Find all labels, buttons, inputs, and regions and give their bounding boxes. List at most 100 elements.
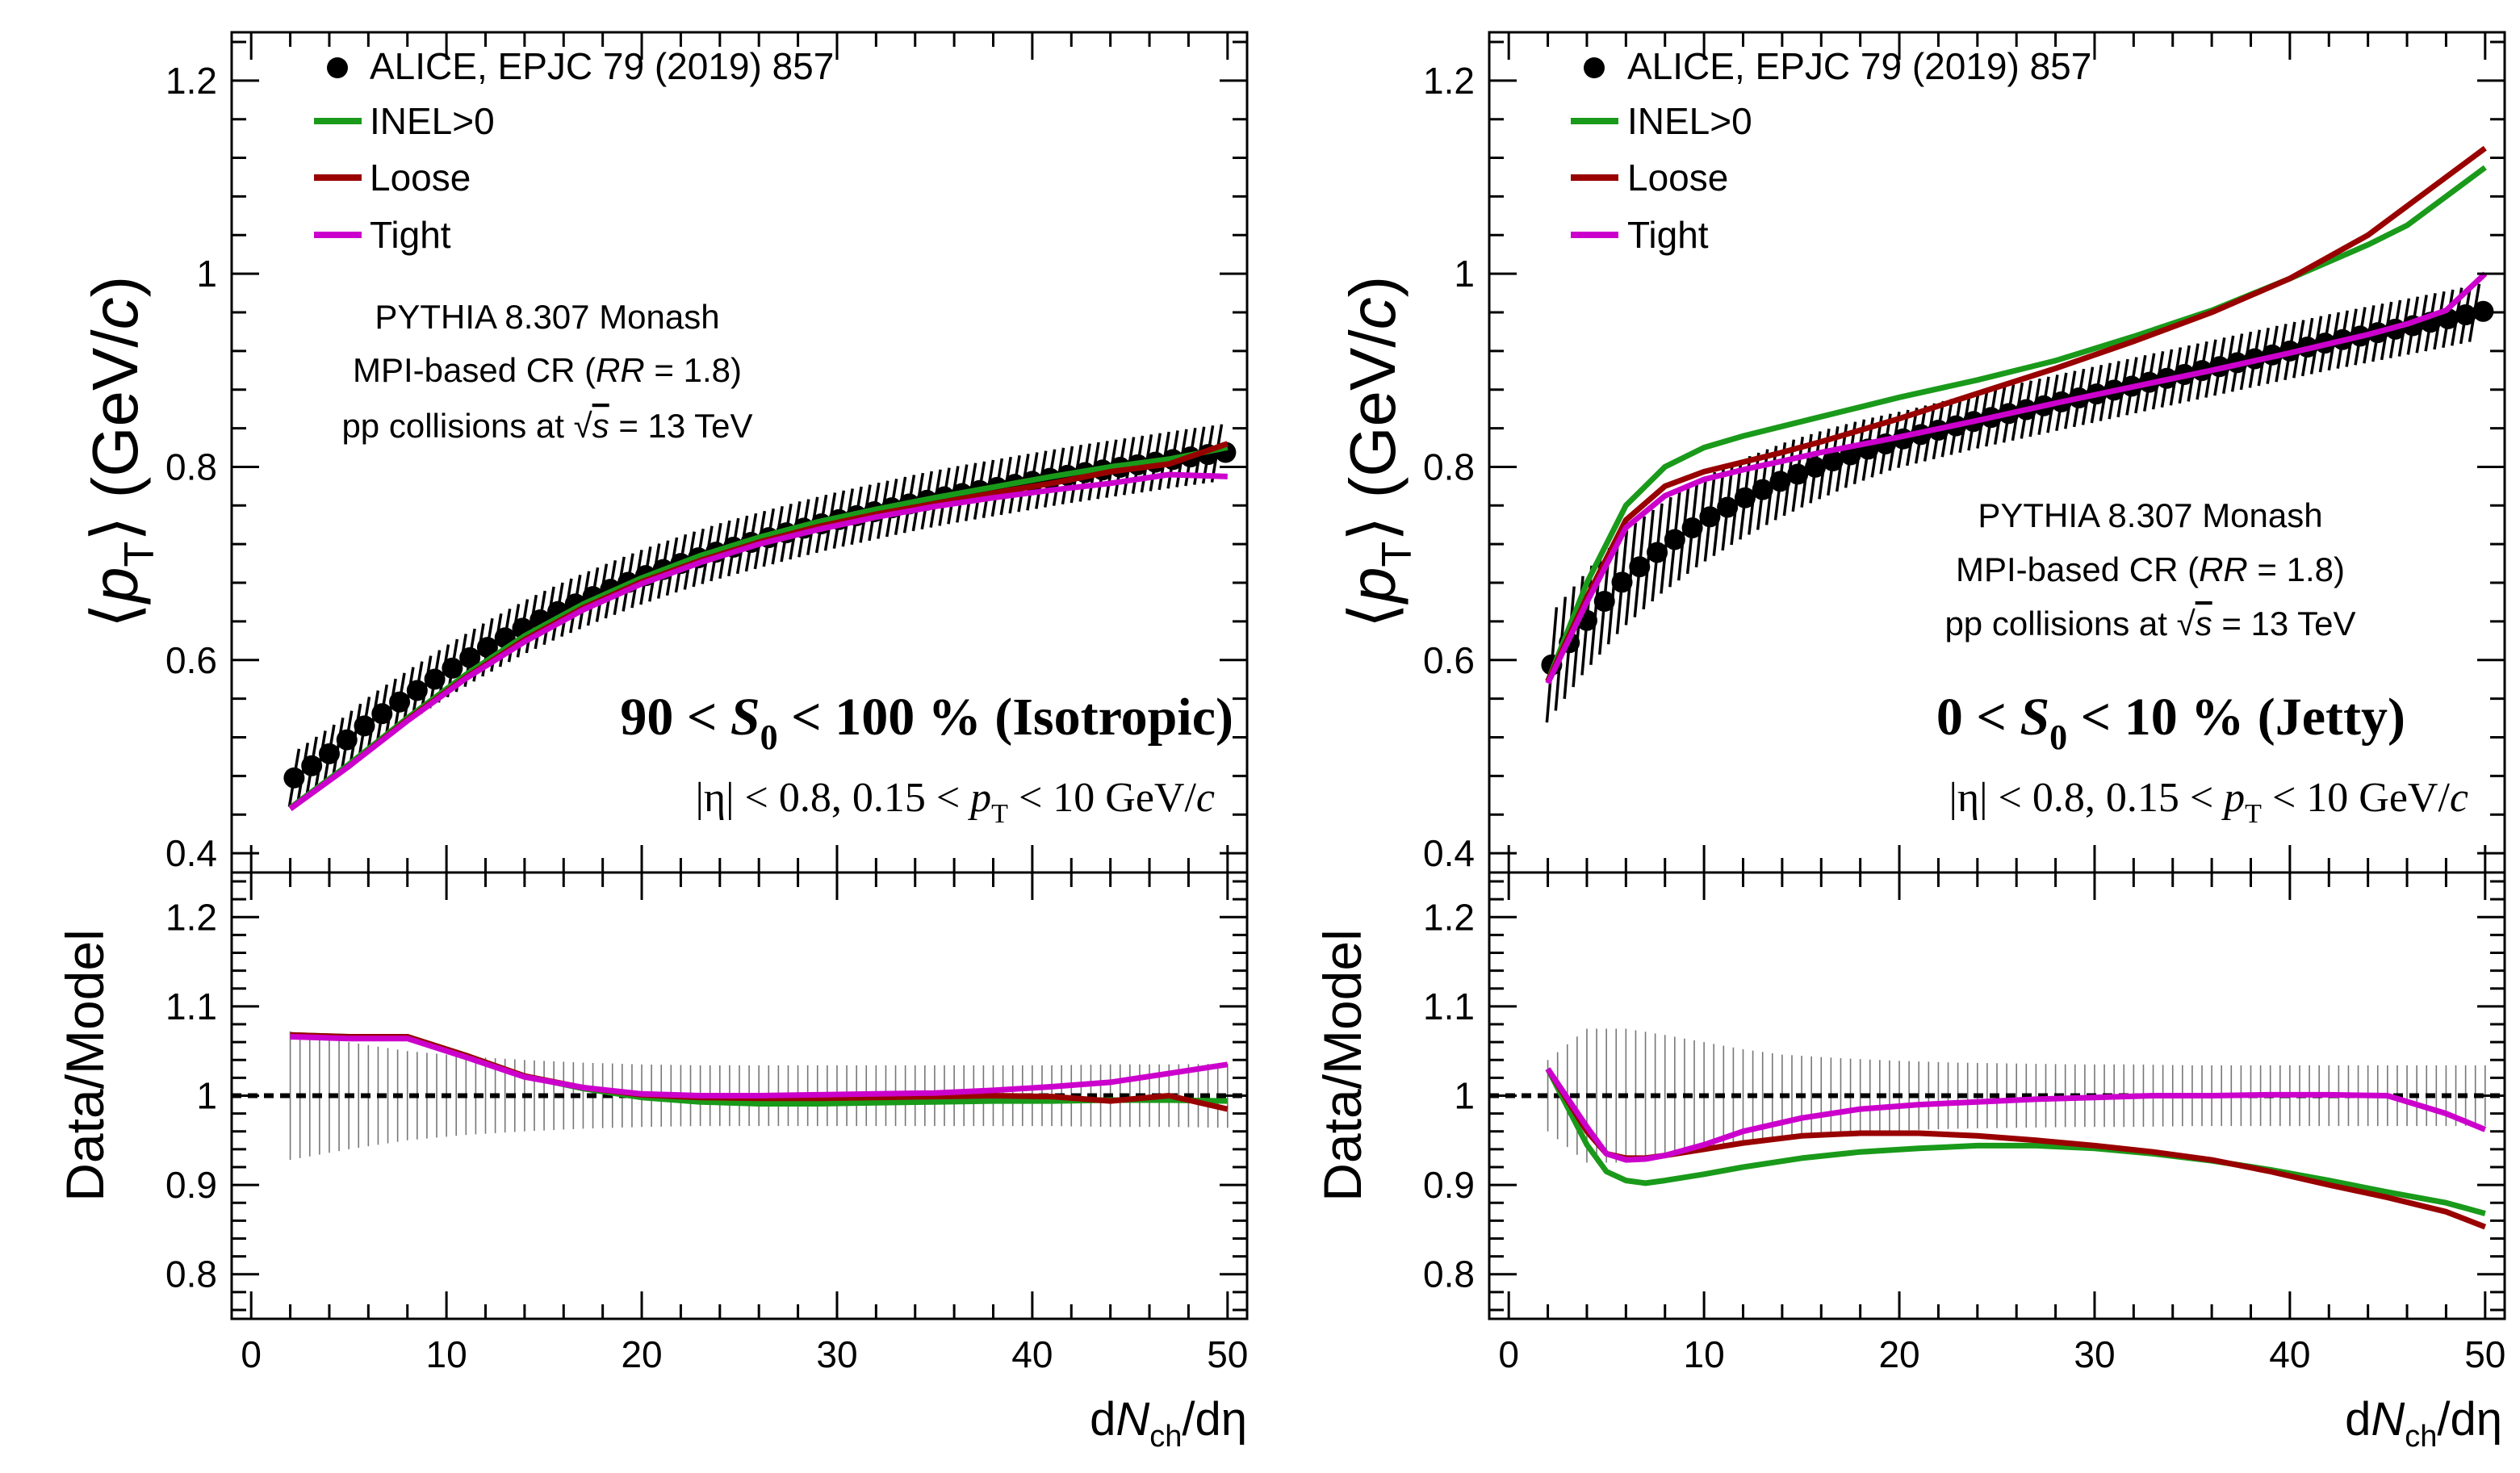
x-tick-label: 30	[2074, 1333, 2115, 1375]
info-energy: pp collisions at √s = 13 TeV	[1944, 605, 2355, 642]
legend-inel-label: INEL>0	[1627, 100, 1752, 142]
data-point-marker	[1647, 542, 1668, 563]
y-tick-label: 1	[1454, 1075, 1475, 1117]
y-tick-label: 1.1	[165, 985, 217, 1027]
y-tick-label: 1	[196, 253, 217, 295]
data-point-marker	[389, 691, 411, 713]
right-bottom-ylabel: Data/Model	[1312, 929, 1372, 1202]
data-point-marker	[336, 729, 358, 751]
y-tick-label: 1	[1454, 253, 1475, 295]
info-generator: PYTHIA 8.307 Monash	[375, 298, 719, 336]
y-tick-label: 0.8	[165, 1253, 217, 1295]
right-top-panel: 0.4 0.6 0.8 1 1.2 ALICE, EPJC 79 (2019) 857 …	[1423, 31, 2506, 874]
series-line-inel0	[288, 445, 1229, 810]
series-line-tight	[288, 471, 1228, 811]
info-cr-model: MPI-based CR (RR = 1.8)	[353, 351, 742, 389]
data-error-bar	[1677, 487, 1690, 581]
right-bottom-ticks: 0.8 0.9 1 1.1 1.2 0 10 20 30 40 50	[1423, 873, 2505, 1375]
right-bottom-series	[1489, 1028, 2505, 1230]
data-error-bar	[1624, 522, 1638, 626]
series-line-tight	[1545, 271, 2488, 685]
x-tick-label: 20	[1878, 1333, 1919, 1375]
data-point-marker	[476, 637, 498, 659]
right-selection-label: 0 < S0 < 10 % (Jetty)	[1936, 688, 2405, 757]
y-tick-label: 0.8	[165, 446, 217, 488]
y-tick-label: 1.1	[1423, 985, 1475, 1027]
data-point-marker	[1769, 471, 1791, 492]
data-error-bar	[314, 730, 327, 789]
legend-tight-label: Tight	[1627, 214, 1709, 256]
y-tick-label: 0.9	[1423, 1164, 1475, 1206]
right-xlabel: dNch/dη	[2345, 1393, 2502, 1454]
data-point-marker	[1752, 479, 1773, 500]
legend-inel-label: INEL>0	[370, 100, 495, 142]
left-bottom-ticks: 0.8 0.9 1 1.1 1.2 0 10 20 30 40 50	[165, 873, 1248, 1375]
x-tick-label: 30	[816, 1333, 857, 1375]
y-tick-label: 1.2	[1423, 60, 1475, 102]
x-tick-label: 50	[2464, 1333, 2505, 1375]
data-point-marker	[1593, 591, 1615, 613]
left-top-series	[283, 424, 1237, 811]
y-tick-label: 0.6	[165, 639, 217, 681]
data-point-marker	[1611, 571, 1633, 593]
data-error-bar	[1660, 496, 1672, 594]
legend-data-marker	[1584, 57, 1605, 78]
data-point-marker	[1822, 450, 1844, 472]
y-tick-label: 1.2	[1423, 896, 1475, 938]
x-tick-label: 0	[241, 1333, 262, 1375]
data-point-marker	[459, 647, 481, 668]
x-tick-label: 10	[426, 1333, 467, 1375]
legend-data-label: ALICE, EPJC 79 (2019) 857	[1627, 45, 2091, 87]
info-energy: pp collisions at √s = 13 TeV	[341, 407, 752, 445]
right-info-block: PYTHIA 8.307 Monash MPI-based CR (RR = 1…	[1944, 496, 2355, 642]
left-bottom-panel: 0.8 0.9 1 1.1 1.2 0 10 20 30 40 50	[165, 871, 1249, 1375]
data-point-marker	[1699, 506, 1721, 528]
x-tick-label: 50	[1207, 1333, 1248, 1375]
left-bottom-ylabel: Data/Model	[55, 929, 115, 1202]
y-tick-label: 0.8	[1423, 446, 1475, 488]
left-top-ticks: 0.4 0.6 0.8 1 1.2	[165, 32, 1247, 874]
y-tick-label: 1	[196, 1075, 217, 1117]
series-line-inel0	[1545, 165, 2487, 683]
right-legend: ALICE, EPJC 79 (2019) 857 INEL>0 Loose T…	[1571, 45, 2091, 256]
x-tick-label: 0	[1498, 1333, 1519, 1375]
data-error-bar	[332, 718, 345, 776]
data-point-marker	[1629, 556, 1651, 578]
data-point-marker	[1734, 487, 1756, 508]
series-line-inel0	[1545, 1067, 2486, 1216]
left-info-block: PYTHIA 8.307 Monash MPI-based CR (RR = 1…	[341, 298, 752, 445]
data-point-marker	[301, 755, 323, 776]
x-tick-label: 20	[621, 1333, 662, 1375]
data-point-marker	[1805, 456, 1827, 478]
data-point-marker	[424, 668, 446, 690]
data-error-bar	[296, 743, 310, 801]
left-bottom-series	[232, 1031, 1247, 1161]
data-error-bar	[366, 690, 380, 749]
left-cuts-label: |η| < 0.8, 0.15 < pT < 10 GeV/c	[695, 775, 1215, 829]
y-tick-label: 1.2	[165, 896, 217, 938]
left-selection-label: 90 < S0 < 100 % (Isotropic)	[620, 688, 1233, 757]
series-line-loose	[288, 441, 1229, 811]
y-tick-label: 0.4	[1423, 832, 1475, 874]
y-tick-label: 0.8	[1423, 1253, 1475, 1295]
data-point-marker	[1681, 517, 1703, 538]
y-tick-label: 0.4	[165, 832, 217, 874]
right-cuts-label: |η| < 0.8, 0.15 < pT < 10 GeV/c	[1949, 775, 2468, 829]
legend-loose-label: Loose	[370, 157, 471, 199]
legend-data-label: ALICE, EPJC 79 (2019) 857	[370, 45, 834, 87]
data-point-marker	[2455, 304, 2476, 326]
data-point-marker	[1717, 496, 1739, 518]
data-point-marker	[442, 657, 463, 679]
data-point-marker	[354, 715, 375, 737]
left-top-ylabel: ⟨pT⟩ (GeV/c)	[79, 276, 163, 629]
data-point-marker	[2472, 300, 2494, 322]
data-point-marker	[406, 680, 428, 701]
data-error-bar	[1606, 538, 1620, 645]
series-line-loose	[1545, 145, 2487, 683]
legend-data-marker	[327, 57, 348, 78]
data-point-marker	[371, 703, 393, 725]
right-top-ticks: 0.4 0.6 0.8 1 1.2	[1423, 32, 2505, 874]
left-xlabel: dNch/dη	[1090, 1393, 1247, 1454]
series-line-tight	[1545, 1067, 2487, 1163]
